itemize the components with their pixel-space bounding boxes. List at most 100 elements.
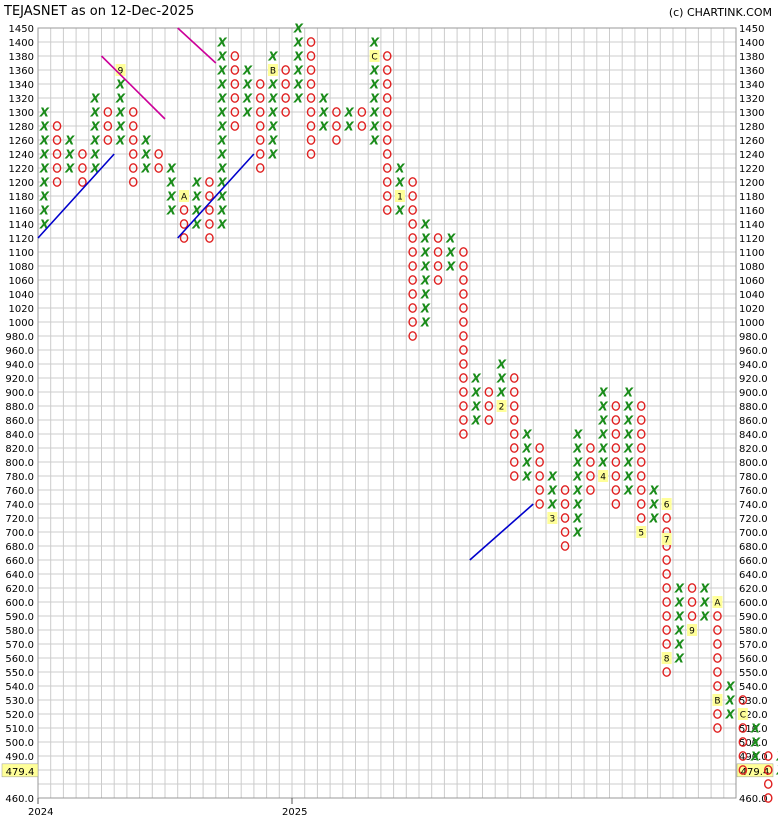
y-tick-label: 1320 — [739, 94, 764, 105]
y-tick-label: 620.0 — [739, 584, 768, 595]
o-mark — [408, 177, 417, 187]
o-mark — [255, 121, 265, 131]
y-tick-label: 720.0 — [739, 514, 768, 525]
y-tick-label: 980.0 — [739, 332, 768, 343]
o-mark — [382, 191, 392, 201]
support-trendline — [177, 153, 255, 239]
x-mark: X — [674, 652, 685, 666]
y-tick-label: 1020 — [739, 304, 764, 315]
x-mark: X — [293, 22, 304, 36]
y-tick-label: 510.0 — [739, 724, 768, 735]
month-label-bg — [267, 64, 278, 76]
o-mark — [535, 471, 544, 481]
o-mark — [179, 233, 189, 243]
x-mark: X — [572, 428, 583, 442]
x-mark: X — [242, 92, 253, 106]
month-label: A — [714, 599, 721, 609]
o-mark — [78, 149, 87, 159]
x-mark: X — [725, 708, 736, 722]
x-mark: X — [394, 204, 405, 218]
y-tick-label: 860.0 — [5, 416, 34, 427]
x-mark: X — [471, 372, 482, 386]
x-mark: X — [293, 64, 304, 78]
o-mark — [763, 765, 773, 775]
o-mark — [662, 555, 671, 565]
o-mark — [484, 401, 494, 411]
y-tick-label: 980.0 — [5, 332, 34, 343]
o-mark — [662, 569, 671, 579]
o-mark — [281, 65, 290, 75]
x-mark: X — [369, 78, 380, 92]
o-mark — [255, 163, 265, 173]
y-tick-label: 660.0 — [739, 556, 768, 567]
x-mark: X — [39, 148, 50, 162]
y-tick-label: 620.0 — [5, 584, 34, 595]
x-mark: X — [547, 498, 558, 512]
o-mark — [255, 135, 265, 145]
y-tick-label: 1060 — [739, 276, 764, 287]
x-mark: X — [445, 246, 456, 260]
o-mark — [230, 51, 240, 61]
o-mark — [586, 485, 595, 495]
y-tick-label: 530.0 — [739, 696, 768, 707]
x-mark: X — [191, 176, 202, 190]
o-mark — [560, 499, 570, 509]
x-mark: X — [394, 176, 405, 190]
y-tick-label: 1320 — [9, 94, 34, 105]
o-mark — [128, 163, 138, 173]
x-mark: X — [420, 316, 431, 330]
month-label: A — [181, 193, 188, 203]
y-tick-label: 1340 — [739, 80, 764, 91]
o-mark — [128, 107, 138, 117]
y-tick-label: 1340 — [9, 80, 34, 91]
x-mark: X — [90, 148, 101, 162]
y-tick-label: 580.0 — [5, 626, 34, 637]
current-price-left-box — [1, 763, 39, 778]
month-label: 9 — [118, 67, 124, 77]
y-tick-label: 740.0 — [739, 500, 768, 511]
y-tick-label: 860.0 — [739, 416, 768, 427]
month-label: B — [270, 67, 276, 77]
o-mark — [255, 93, 265, 103]
month-label-bg — [179, 190, 190, 202]
o-mark — [408, 289, 417, 299]
o-mark — [281, 107, 290, 117]
o-mark — [128, 177, 138, 187]
month-label-bg — [547, 512, 558, 524]
o-mark — [281, 79, 290, 89]
o-mark — [484, 415, 494, 425]
y-tick-label: 580.0 — [739, 626, 768, 637]
x-mark: X — [598, 456, 609, 470]
o-mark — [713, 653, 722, 663]
x-mark: X — [572, 526, 583, 540]
y-tick-label: 700.0 — [739, 528, 768, 539]
y-tick-label: 1140 — [739, 220, 764, 231]
o-mark — [332, 107, 341, 117]
o-mark — [382, 107, 392, 117]
x-mark: X — [369, 36, 380, 50]
month-label: 7 — [664, 536, 670, 546]
y-tick-label: 1020 — [9, 304, 34, 315]
o-mark — [636, 457, 646, 467]
month-label-bg — [712, 694, 723, 706]
x-mark: X — [496, 372, 507, 386]
x-mark: X — [267, 120, 278, 134]
y-tick-label: 940.0 — [739, 360, 768, 371]
o-mark — [509, 401, 519, 411]
o-mark — [408, 191, 417, 201]
x-mark: X — [191, 204, 202, 218]
o-mark — [52, 149, 62, 159]
o-mark — [535, 457, 544, 467]
x-mark: X — [445, 260, 456, 274]
chart-credit: (c) CHARTINK.COM — [668, 6, 772, 19]
o-mark — [713, 709, 722, 719]
y-tick-label: 590.0 — [5, 612, 34, 623]
month-label-bg — [496, 400, 507, 412]
o-mark — [433, 247, 443, 257]
support-trendline — [37, 153, 115, 239]
month-label-bg — [712, 596, 723, 608]
o-mark — [509, 429, 519, 439]
x-mark: X — [39, 120, 50, 134]
o-mark — [535, 499, 544, 509]
